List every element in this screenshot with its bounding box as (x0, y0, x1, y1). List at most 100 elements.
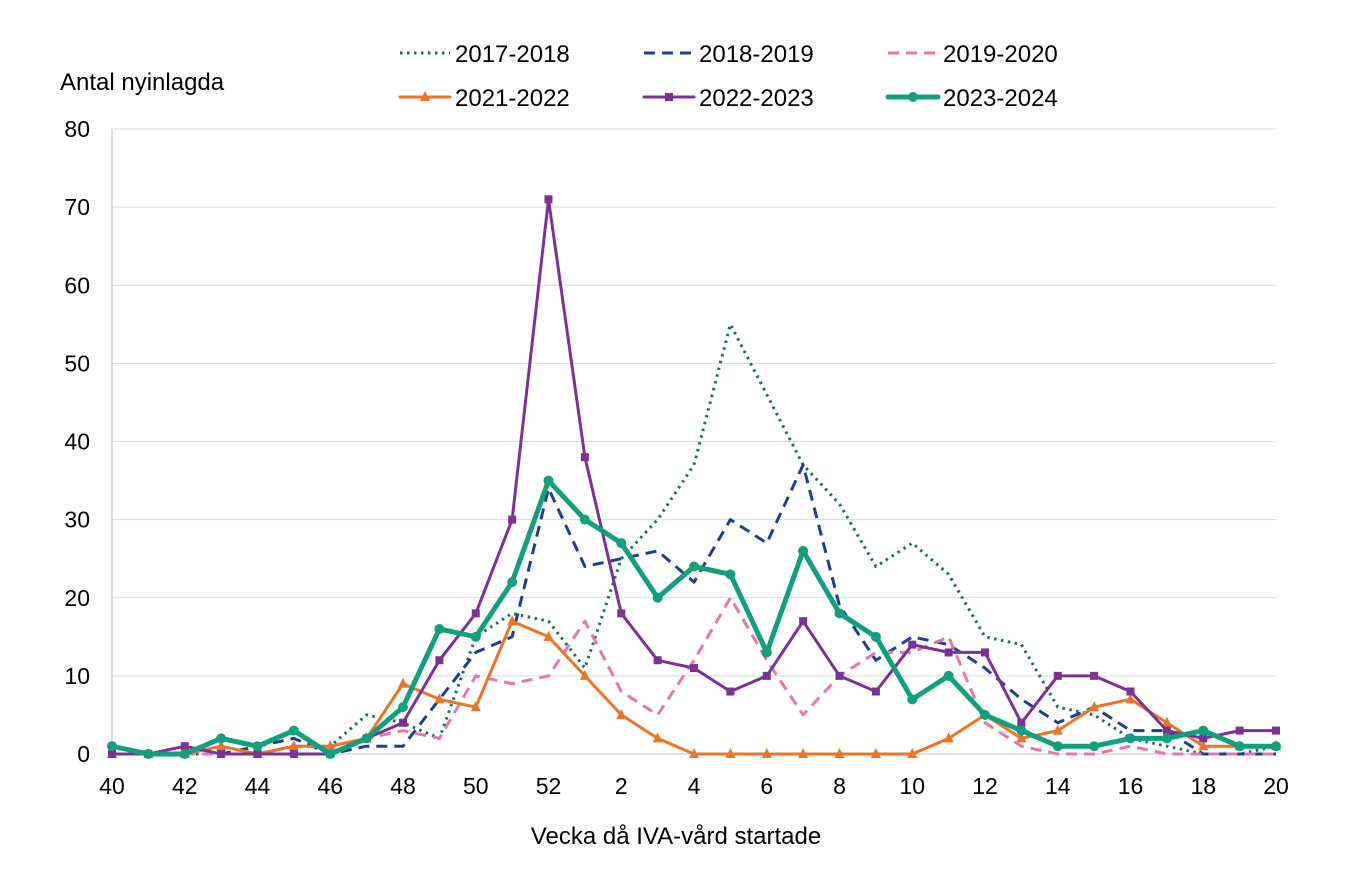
data-point (761, 647, 772, 658)
x-tick-label: 50 (463, 773, 489, 799)
data-point (870, 748, 881, 758)
data-point (434, 693, 445, 704)
legend-label: 2017-2018 (455, 41, 570, 68)
series-line (112, 322, 1277, 756)
data-point (1272, 726, 1280, 735)
data-point (1089, 741, 1100, 752)
legend-marker (420, 91, 430, 101)
data-point (217, 750, 226, 758)
data-point (1199, 734, 1208, 743)
data-point (288, 740, 299, 751)
x-tick-label: 46 (317, 773, 343, 799)
data-point (399, 718, 407, 727)
data-point (179, 749, 190, 759)
data-point (470, 701, 481, 712)
data-point (543, 475, 554, 486)
data-point (1089, 701, 1100, 712)
data-point (470, 631, 481, 642)
data-point (1234, 741, 1245, 752)
series-2022-2023 (108, 195, 1280, 758)
data-point (143, 749, 154, 759)
x-tick-label: 2 (615, 773, 628, 799)
series-line (112, 463, 1276, 756)
series-line (109, 478, 1279, 757)
data-point (1271, 741, 1281, 752)
data-point (944, 648, 953, 657)
data-point (690, 664, 698, 673)
data-point (726, 687, 735, 696)
data-point (1016, 725, 1027, 736)
legend-label: 2019-2020 (943, 41, 1058, 68)
data-point (1235, 726, 1244, 735)
x-tick-label: 52 (536, 773, 562, 799)
data-point (508, 515, 517, 524)
data-point (908, 640, 917, 649)
data-point (981, 648, 989, 657)
data-point (799, 617, 808, 626)
data-point (980, 709, 990, 720)
y-tick-label: 20 (64, 585, 90, 611)
data-point (652, 732, 663, 743)
legend-item: 2022-2023 (642, 85, 814, 112)
y-tick-label: 80 (64, 116, 90, 142)
data-point (471, 609, 480, 618)
data-point (943, 670, 954, 681)
data-point (108, 750, 116, 758)
x-tick-label: 20 (1263, 773, 1289, 799)
data-point (325, 749, 336, 759)
legend-item: 2021-2022 (398, 85, 570, 112)
data-point (544, 195, 553, 204)
data-point (1126, 687, 1135, 696)
data-point (1198, 725, 1209, 736)
data-point (216, 733, 227, 744)
x-tick-label: 18 (1190, 773, 1216, 799)
x-tick-label: 42 (172, 773, 198, 799)
data-point (616, 538, 627, 549)
data-point (1053, 671, 1062, 680)
y-tick-label: 50 (64, 350, 90, 376)
data-point (798, 545, 809, 556)
y-tick-label: 10 (64, 663, 90, 689)
x-axis-title: Vecka då IVA-vård startade (531, 823, 821, 850)
x-tick-label: 8 (833, 773, 846, 799)
data-point (798, 748, 809, 758)
data-point (761, 748, 772, 758)
y-tick-labels: 0 10 20 30 40 50 60 70 80 (64, 116, 90, 767)
data-point (653, 656, 662, 665)
data-point (434, 624, 445, 634)
data-point (1052, 724, 1063, 735)
legend-marker (908, 92, 918, 102)
data-point (1198, 740, 1209, 751)
data-point (725, 569, 736, 580)
data-point (580, 453, 589, 462)
y-tick-label: 40 (64, 429, 90, 455)
x-tick-label: 14 (1045, 773, 1071, 799)
data-point (689, 748, 699, 758)
series-2017-2018 (112, 322, 1277, 756)
y-tick-label: 30 (64, 507, 90, 533)
data-point (252, 741, 263, 752)
series-2023-2024 (107, 475, 1281, 759)
data-point (617, 609, 626, 618)
data-point (107, 741, 117, 752)
legend-label: 2018-2019 (699, 41, 814, 68)
data-point (1161, 733, 1172, 744)
x-tick-label: 12 (972, 773, 998, 799)
data-point (834, 748, 845, 758)
data-point (1125, 693, 1136, 704)
data-point (216, 740, 227, 751)
x-tick-label: 16 (1118, 773, 1144, 799)
data-point (180, 742, 189, 751)
x-tick-label: 40 (99, 773, 125, 799)
data-point (543, 630, 554, 641)
data-point (1125, 733, 1136, 744)
x-tick-label: 6 (760, 773, 773, 799)
data-point (689, 561, 699, 572)
data-point (907, 694, 918, 705)
legend-label: 2022-2023 (699, 85, 814, 112)
data-point (725, 748, 736, 758)
data-point (289, 750, 298, 758)
data-point (579, 514, 590, 525)
data-point (907, 748, 918, 758)
